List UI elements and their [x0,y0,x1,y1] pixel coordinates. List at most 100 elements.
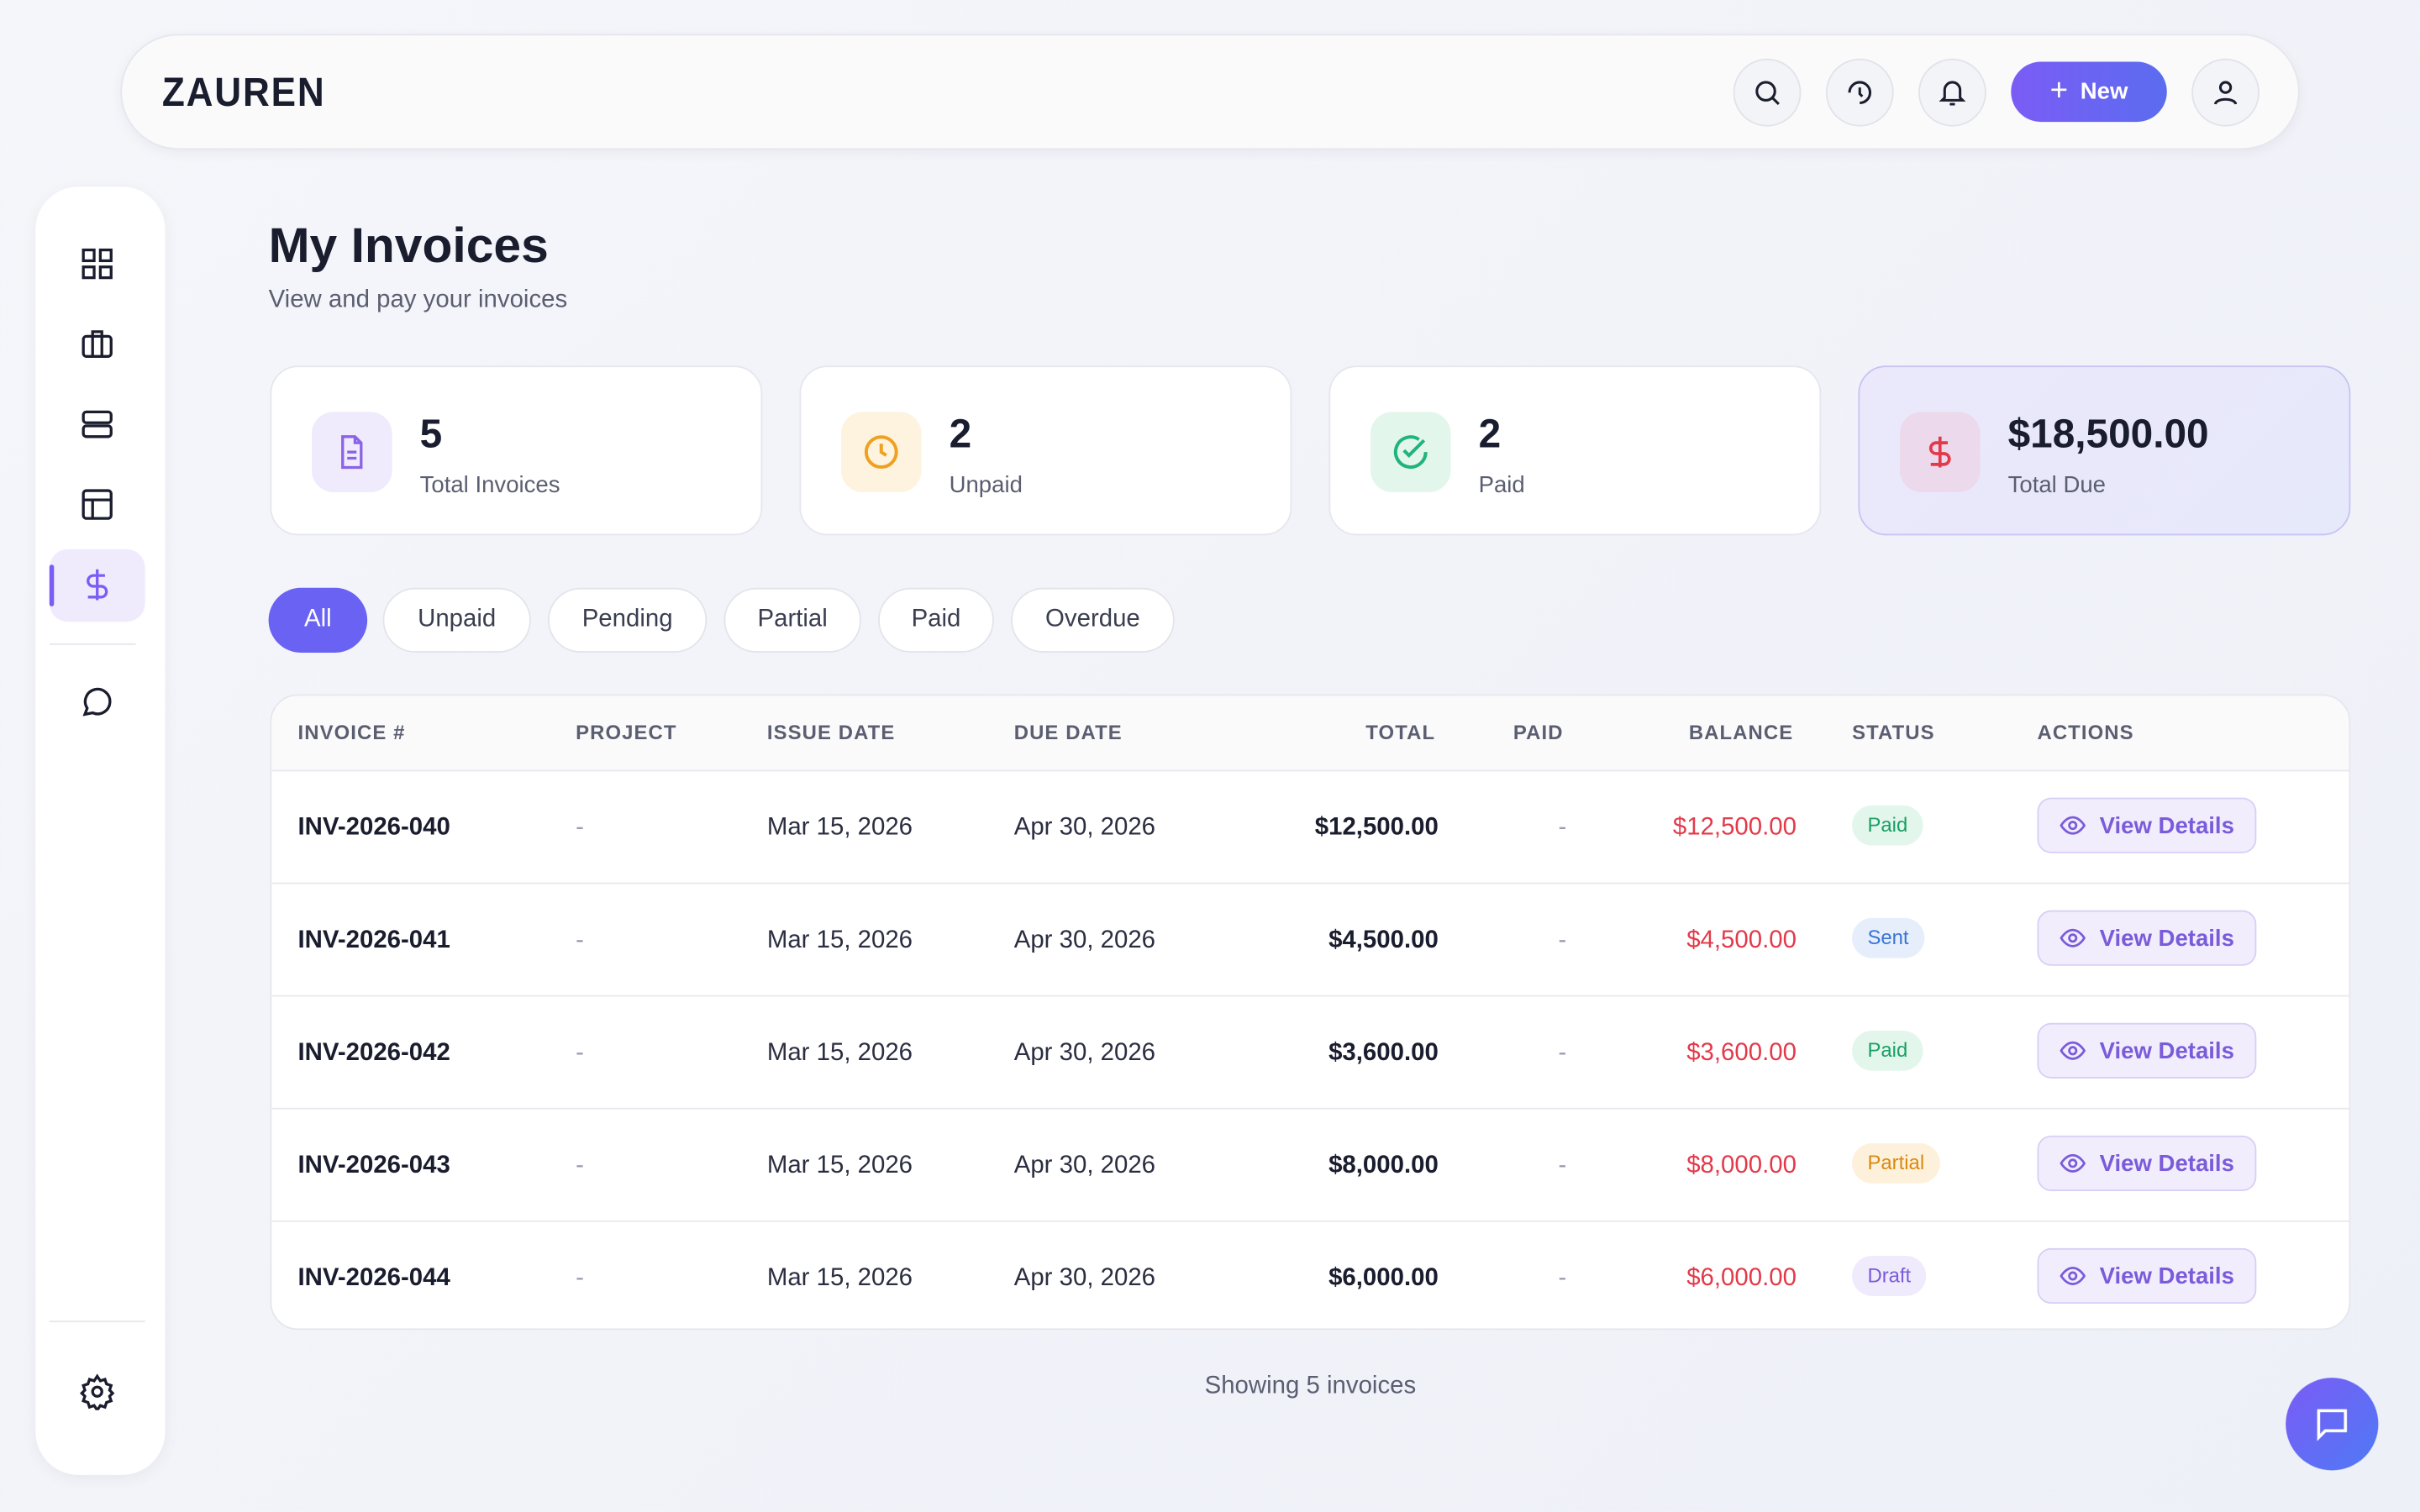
table-cell: INV-2026-044 [297,1265,450,1292]
status-badge: Draft [1852,1256,1927,1296]
table-cell: $4,500.00 [1686,927,1797,954]
column-header: TOTAL [1365,720,1436,744]
table-cell: Apr 30, 2026 [1013,927,1156,954]
stat-value: 5 [419,410,443,457]
column-header: BALANCE [1688,720,1794,744]
status-badge: Sent [1852,917,1924,958]
table-header [271,696,2349,770]
brand[interactable]: ZAUREN [161,70,326,117]
stat-label: Total Due [2007,472,2106,499]
divider [49,1320,145,1323]
table-cell: $3,600.00 [1328,1039,1439,1067]
profile-button[interactable] [2191,58,2260,127]
view-details-button[interactable]: View Details [2037,1135,2257,1191]
filter-tab[interactable]: Pending [548,587,708,653]
filter-tab[interactable]: Partial [723,587,861,653]
table-cell: Apr 30, 2026 [1013,1265,1156,1292]
stat-value: 2 [1478,410,1502,457]
table-cell: INV-2026-040 [297,814,450,842]
table-cell: $8,000.00 [1328,1152,1439,1179]
table-cell: Mar 15, 2026 [766,814,913,842]
view-details-label: View Details [2099,812,2234,839]
history-button[interactable] [1825,58,1894,127]
filter-tab[interactable]: Unpaid [382,587,531,653]
footer-count: Showing 5 invoices [1204,1373,1417,1399]
settings-icon[interactable] [79,1373,116,1410]
column-header: PROJECT [576,720,677,744]
stat-label: Unpaid [949,472,1023,499]
table-cell: $4,500.00 [1328,927,1439,954]
view-details-label: View Details [2099,1263,2234,1289]
table-cell: Apr 30, 2026 [1013,1152,1156,1179]
page-title: My Invoices [268,217,549,274]
table-cell: - [1558,1152,1567,1179]
table-cell: Apr 30, 2026 [1013,814,1156,842]
chat-button[interactable] [2286,1378,2379,1471]
table-cell: - [576,927,584,954]
table-cell: - [1558,927,1567,954]
view-details-button[interactable]: View Details [2037,1247,2257,1305]
column-header: DUE DATE [1013,720,1123,744]
servers-icon[interactable] [79,406,116,443]
new-button[interactable]: + New [2011,61,2167,123]
messages-icon[interactable] [79,684,116,721]
stat-card: 2 Paid [1328,365,1822,536]
projects-icon[interactable] [79,326,116,363]
table-cell: - [1558,1039,1567,1067]
new-label: New [2080,78,2128,105]
filter-tab[interactable]: All [268,587,368,653]
table-cell: $6,000.00 [1686,1265,1797,1292]
table-cell: $6,000.00 [1328,1265,1439,1292]
stat-card: $18,500.00 Total Due [1858,365,2351,536]
table-cell: Mar 15, 2026 [766,927,913,954]
status-badge: Partial [1852,1143,1940,1184]
stat-label: Total Invoices [419,472,560,499]
stat-value: 2 [949,410,972,457]
table-cell: $12,500.00 [1314,814,1439,842]
table-row: INV-2026-042 - Mar 15, 2026 Apr 30, 2026 $3,… [271,995,2349,1110]
view-details-label: View Details [2099,1150,2234,1177]
stat-card: 2 Unpaid [799,365,1292,536]
status-badge: Paid [1852,805,1923,846]
table-cell: INV-2026-043 [297,1152,450,1179]
sidebar [35,186,166,1475]
divider [49,643,136,645]
view-details-button[interactable]: View Details [2037,797,2257,853]
stat-card: 5 Total Invoices [270,365,763,536]
table-cell: $3,600.00 [1686,1039,1797,1067]
column-header: ACTIONS [2037,720,2134,744]
page-subtitle: View and pay your invoices [268,286,568,313]
view-details-button[interactable]: View Details [2037,1022,2257,1079]
active-nav[interactable] [49,549,145,622]
notifications-button[interactable] [1918,58,1986,127]
column-header: ISSUE DATE [766,720,896,744]
table-cell: - [1558,1265,1567,1292]
table-cell: - [576,1152,584,1179]
filter-tab[interactable]: Overdue [1011,587,1175,653]
table-row: INV-2026-043 - Mar 15, 2026 Apr 30, 2026 $8,… [271,1107,2349,1222]
dashboard-icon[interactable] [79,245,116,282]
table-row: INV-2026-041 - Mar 15, 2026 Apr 30, 2026 $4,… [271,882,2349,997]
table-cell: Mar 15, 2026 [766,1039,913,1067]
column-header: PAID [1512,720,1564,744]
stat-value: $18,500.00 [2007,410,2209,457]
table-cell: - [576,814,584,842]
column-header: INVOICE # [297,720,406,744]
table-cell: INV-2026-041 [297,927,450,954]
table-cell: - [576,1039,584,1067]
table-cell: Mar 15, 2026 [766,1152,913,1179]
layout-icon[interactable] [79,486,116,523]
table-cell: - [576,1265,584,1292]
top-bar: ZAUREN + New [120,34,2300,150]
view-details-button[interactable]: View Details [2037,910,2257,966]
view-details-label: View Details [2099,925,2234,952]
table-cell: INV-2026-042 [297,1039,450,1067]
table-cell: Apr 30, 2026 [1013,1039,1156,1067]
table-cell: - [1558,814,1567,842]
table-cell: Mar 15, 2026 [766,1265,913,1292]
search-button[interactable] [1733,58,1802,127]
filter-tab[interactable]: Paid [878,587,994,653]
view-details-label: View Details [2099,1037,2234,1064]
